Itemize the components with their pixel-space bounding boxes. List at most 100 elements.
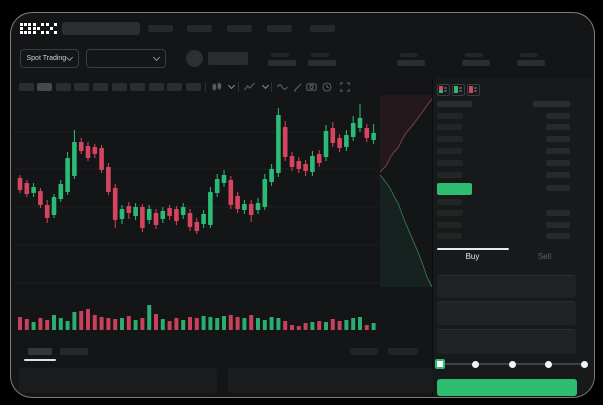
color-square <box>469 89 473 93</box>
nav-item-placeholder[interactable] <box>186 24 212 32</box>
camera-icon[interactable] <box>306 81 318 93</box>
ask-price-placeholder <box>436 124 462 131</box>
bottom-tab-active[interactable] <box>27 347 52 355</box>
slider-stop[interactable] <box>508 360 516 368</box>
stat-label-placeholder <box>270 52 289 57</box>
okx-app-window: Spot Trading <box>10 12 595 398</box>
orderbook-layout-toggle[interactable] <box>436 83 450 96</box>
timeframe-button[interactable] <box>130 82 146 91</box>
bid-amount-placeholder <box>545 233 570 239</box>
color-square <box>439 89 443 93</box>
ask-amount-placeholder <box>545 147 570 154</box>
bottom-filter-placeholder[interactable] <box>387 347 418 355</box>
candle-type-button[interactable] <box>211 81 223 93</box>
stat-value-placeholder <box>307 59 336 66</box>
line-glyph <box>474 86 477 89</box>
bid-price-placeholder <box>436 233 462 239</box>
bid-price-placeholder <box>436 221 462 228</box>
bid-amount-placeholder <box>545 210 570 216</box>
tab-buy[interactable]: Buy <box>465 251 480 261</box>
ask-amount-placeholder <box>545 136 570 143</box>
stat-value-placeholder <box>267 59 296 66</box>
candlestick-chart[interactable] <box>13 95 378 340</box>
bottom-filter-placeholder[interactable] <box>349 347 378 355</box>
ask-amount-placeholder <box>545 124 570 131</box>
bid-amount-placeholder <box>545 221 570 228</box>
bid-price-placeholder <box>436 210 463 216</box>
okx-logo <box>19 22 57 34</box>
bottom-tab[interactable] <box>59 347 88 355</box>
timeframe-button[interactable] <box>111 82 127 91</box>
line-glyph <box>444 86 447 89</box>
timeframe-button[interactable] <box>55 82 71 91</box>
ask-amount-placeholder <box>545 112 570 119</box>
buy-submit-button[interactable] <box>436 378 577 396</box>
ask-price-placeholder <box>436 136 463 143</box>
slider-handle[interactable] <box>434 358 445 369</box>
timeframe-button[interactable] <box>74 82 90 91</box>
orderbook-layout-toggle[interactable] <box>466 83 480 96</box>
last-price-badge[interactable] <box>436 182 472 195</box>
search-input[interactable] <box>61 21 140 35</box>
timeframe-button[interactable] <box>92 82 108 91</box>
expand-fullscreen-icon[interactable] <box>339 81 351 93</box>
line-glyph <box>444 90 447 93</box>
order-form-field[interactable] <box>436 274 576 298</box>
app-canvas: Spot Trading <box>11 13 594 397</box>
nav-item-placeholder[interactable] <box>309 24 335 32</box>
depth-chart[interactable] <box>378 94 433 340</box>
ask-amount-placeholder <box>545 159 570 166</box>
coin-icon <box>185 49 203 67</box>
ask-price-placeholder <box>436 159 463 166</box>
pair-dropdown[interactable] <box>85 48 166 68</box>
nav-item-placeholder[interactable] <box>266 24 292 32</box>
stat-label-placeholder <box>310 52 329 57</box>
slider-stop[interactable] <box>581 360 588 368</box>
timeframe-button[interactable] <box>167 82 183 91</box>
last-price-amount-placeholder <box>545 184 570 191</box>
nav-item-placeholder[interactable] <box>147 24 173 32</box>
line-glyph <box>459 86 462 89</box>
line-glyph <box>474 90 477 93</box>
color-square <box>454 89 458 93</box>
bid-price-placeholder <box>436 198 462 205</box>
bottom-tab-underline <box>23 358 56 361</box>
orderbook-header-price <box>436 100 472 107</box>
chevron-down-icon[interactable] <box>226 81 238 93</box>
stat-label-placeholder <box>519 52 538 57</box>
stat-value-placeholder <box>461 59 490 66</box>
slider-stop[interactable] <box>544 360 552 368</box>
indicators-button[interactable] <box>244 81 256 93</box>
timeframe-button[interactable] <box>18 82 34 91</box>
market-type-label: Spot Trading <box>26 54 67 62</box>
nav-item-placeholder[interactable] <box>226 24 252 32</box>
line-glyph <box>459 90 462 93</box>
market-type-dropdown[interactable]: Spot Trading <box>19 48 79 68</box>
panel-divider <box>431 77 433 397</box>
tab-sell[interactable]: Sell <box>537 251 552 261</box>
timeframe-button[interactable] <box>37 82 53 91</box>
divider <box>204 81 206 92</box>
pair-name-placeholder <box>207 51 248 65</box>
orderbook-header-amount <box>532 100 570 107</box>
slider-stop[interactable] <box>472 360 480 368</box>
wave-icon[interactable] <box>277 81 289 93</box>
order-form-field[interactable] <box>436 300 576 325</box>
history-clock-icon[interactable] <box>321 81 333 93</box>
order-form-field[interactable] <box>436 328 576 354</box>
draw-pencil-icon[interactable] <box>292 81 304 93</box>
ask-price-placeholder <box>436 147 462 154</box>
stat-value-placeholder <box>516 59 545 66</box>
color-square <box>469 86 473 90</box>
stat-label-placeholder <box>464 52 483 57</box>
timeframe-button[interactable] <box>148 82 164 91</box>
color-square <box>439 86 443 90</box>
bottom-table-placeholder <box>18 367 217 393</box>
chevron-down-icon <box>65 53 73 61</box>
divider <box>237 81 239 92</box>
timeframe-button[interactable] <box>185 82 201 91</box>
ask-price-placeholder <box>436 171 462 178</box>
stat-value-placeholder <box>396 59 425 66</box>
orderbook-layout-toggle[interactable] <box>451 83 465 96</box>
